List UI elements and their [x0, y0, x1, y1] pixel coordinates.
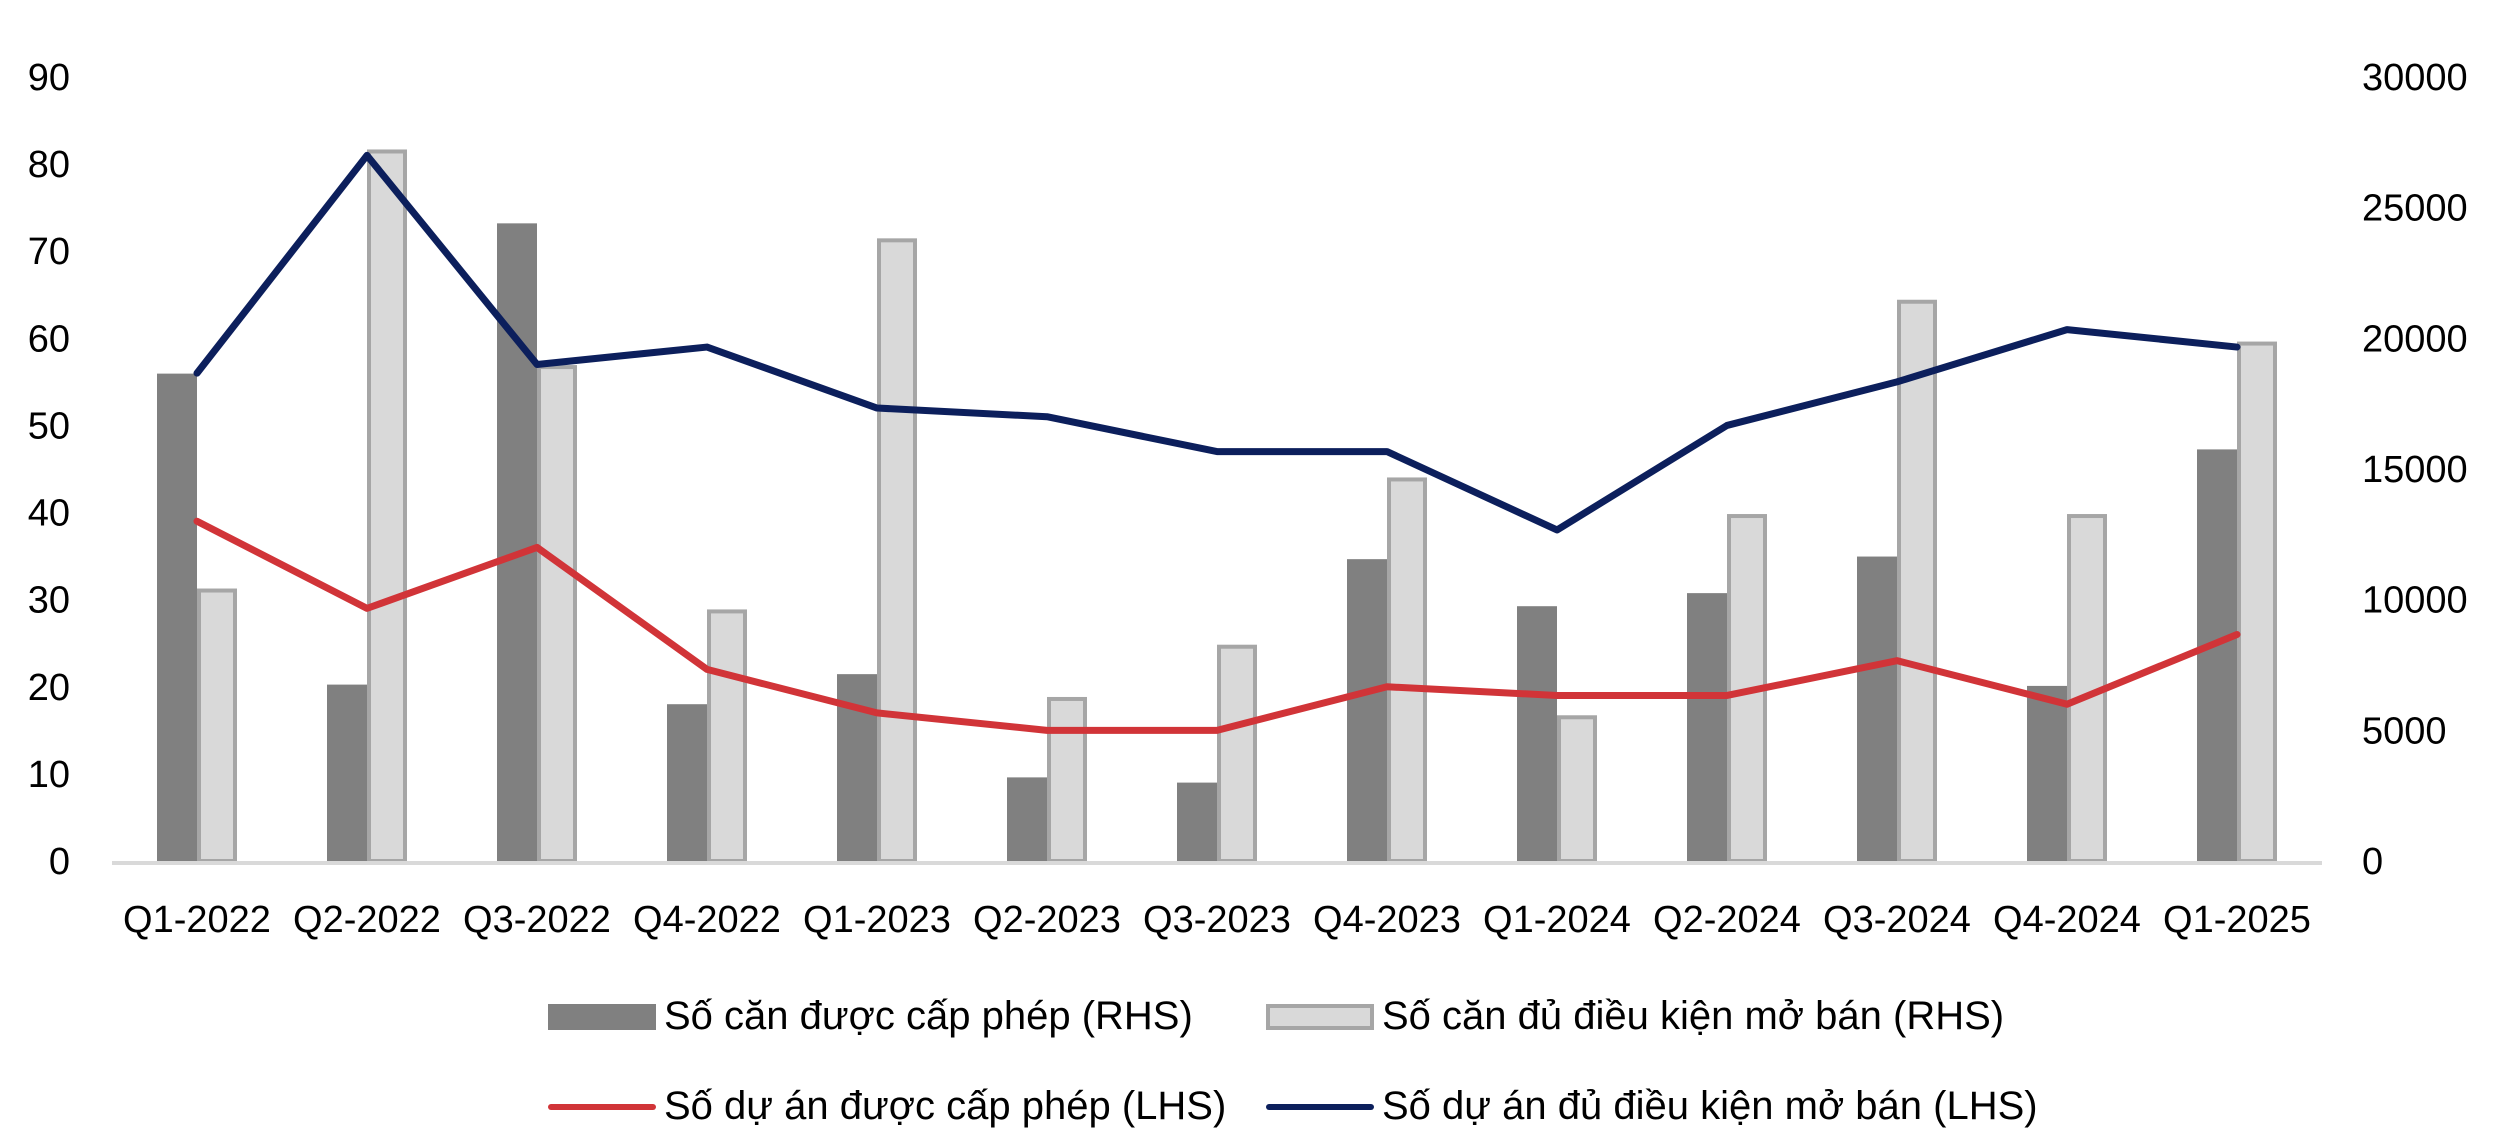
right-tick-label: 20000 [2362, 318, 2468, 360]
bar-eligible-units [537, 365, 577, 863]
legend-label: Số căn đủ điều kiện mở bán (RHS) [1382, 994, 2005, 1038]
legend-label: Số dự án được cấp phép (LHS) [664, 1084, 1227, 1128]
x-tick-label: Q3-2024 [1823, 899, 1971, 941]
right-tick-label: 25000 [2362, 188, 2468, 230]
legend-swatch-light-bar [1266, 1003, 1374, 1030]
bar-permitted-units [497, 223, 537, 861]
left-tick-label: 50 [28, 405, 70, 447]
bar-permitted-units [327, 684, 367, 861]
x-tick-label: Q4-2023 [1313, 899, 1461, 941]
left-tick-label: 70 [28, 231, 70, 273]
bar-permitted-units [1347, 559, 1387, 861]
left-tick-label: 40 [28, 493, 70, 535]
bar-permitted-units [157, 373, 197, 861]
left-tick-label: 30 [28, 580, 70, 622]
legend-swatch-dark-bar [548, 1003, 656, 1030]
x-tick-label: Q1-2023 [803, 899, 951, 941]
left-tick-label: 20 [28, 667, 70, 709]
legend-item-eligible-units: Số căn đủ điều kiện mở bán (RHS) [1266, 994, 2004, 1039]
x-tick-label: Q3-2022 [463, 899, 611, 941]
left-tick-label: 90 [28, 57, 70, 99]
legend-label: Số dự án đủ điều kiện mở bán (LHS) [1382, 1084, 2038, 1128]
x-tick-label: Q2-2024 [1653, 899, 1801, 941]
right-tick-label: 0 [2362, 841, 2383, 883]
bar-eligible-units [197, 588, 237, 864]
left-tick-label: 60 [28, 318, 70, 360]
x-tick-label: Q4-2022 [633, 899, 781, 941]
bar-permitted-units [1177, 782, 1217, 861]
bar-eligible-units [2237, 341, 2277, 863]
legend-item-permitted-units: Số căn được cấp phép (RHS) [548, 994, 1193, 1039]
bar-permitted-units [1687, 593, 1727, 861]
bar-eligible-units [367, 149, 407, 864]
legend-swatch-navy-line [1266, 1103, 1374, 1110]
bar-eligible-units [707, 609, 747, 864]
bar-eligible-units [1387, 477, 1427, 863]
bar-permitted-units [2027, 685, 2067, 861]
left-axis: 0 10 20 30 40 50 60 70 80 90 [28, 57, 70, 883]
left-tick-label: 80 [28, 144, 70, 186]
bars [157, 149, 2277, 864]
bar-eligible-units [1217, 644, 1257, 863]
x-axis-labels: Q1-2022 Q2-2022 Q3-2022 Q4-2022 Q1-2023 Q2-20… [123, 899, 2311, 941]
x-tick-label: Q1-2025 [2163, 899, 2311, 941]
bar-eligible-units [1897, 299, 1937, 864]
x-tick-label: Q1-2022 [123, 899, 271, 941]
right-tick-label: 10000 [2362, 580, 2468, 622]
x-tick-label: Q2-2022 [293, 899, 441, 941]
right-tick-label: 30000 [2362, 57, 2468, 99]
bar-eligible-units [1047, 696, 1087, 863]
x-tick-label: Q1-2024 [1483, 899, 1631, 941]
left-tick-label: 10 [28, 754, 70, 796]
right-axis: 0 5000 10000 15000 20000 25000 30000 [2362, 57, 2468, 883]
bar-permitted-units [1007, 777, 1047, 861]
right-tick-label: 15000 [2362, 449, 2468, 491]
legend-item-eligible-projects: Số dự án đủ điều kiện mở bán (LHS) [1266, 1084, 2038, 1129]
bar-permitted-units [1517, 606, 1557, 861]
bar-eligible-units [1557, 715, 1597, 863]
bar-permitted-units [667, 704, 707, 861]
bar-permitted-units [1857, 556, 1897, 861]
x-tick-label: Q3-2023 [1143, 899, 1291, 941]
lines [193, 151, 2241, 734]
left-tick-label: 0 [49, 841, 70, 883]
bar-permitted-units [2197, 449, 2237, 861]
legend-label: Số căn được cấp phép (RHS) [664, 994, 1193, 1038]
legend-item-permitted-projects: Số dự án được cấp phép (LHS) [548, 1084, 1226, 1129]
x-tick-label: Q2-2023 [973, 899, 1121, 941]
x-tick-label: Q4-2024 [1993, 899, 2141, 941]
bar-eligible-units [877, 238, 917, 864]
legend-swatch-red-line [548, 1103, 656, 1110]
right-tick-label: 5000 [2362, 710, 2447, 752]
